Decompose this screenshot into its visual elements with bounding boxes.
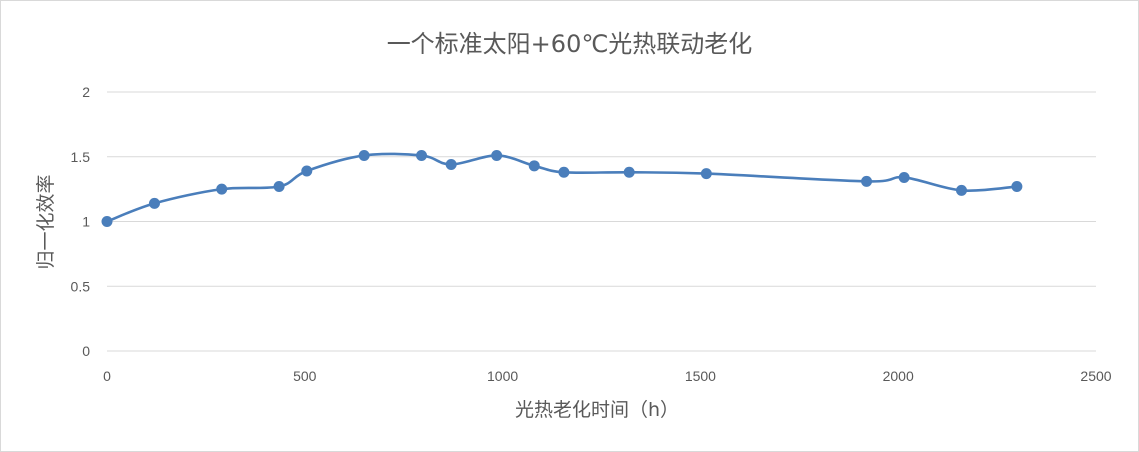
x-tick-label: 2500 — [1080, 368, 1111, 384]
data-point — [700, 168, 712, 180]
data-point — [955, 184, 967, 196]
data-point — [898, 171, 910, 183]
chart-title: 一个标准太阳+60℃光热联动老化 — [386, 30, 753, 58]
x-tick-labels: 0 500 1000 1500 2000 2500 — [103, 368, 1112, 384]
data-point — [148, 197, 160, 209]
y-axis-title: 归一化效率 — [35, 174, 57, 269]
y-tick-label: 1 — [82, 214, 90, 230]
data-point — [861, 175, 873, 187]
x-tick-label: 1500 — [685, 368, 716, 384]
data-point — [1011, 181, 1023, 193]
grid-lines — [107, 91, 1096, 352]
data-point — [623, 166, 635, 178]
y-tick-label: 0 — [82, 343, 90, 359]
x-tick-label: 500 — [293, 368, 317, 384]
y-tick-labels: 0 0.5 1 1.5 2 — [71, 84, 91, 359]
x-tick-label: 1000 — [487, 368, 518, 384]
data-point — [358, 149, 370, 161]
series-line — [106, 152, 1017, 223]
y-tick-label: 0.5 — [71, 278, 91, 294]
data-point — [101, 216, 113, 227]
data-point — [416, 149, 428, 161]
data-point — [445, 159, 457, 171]
data-point — [528, 160, 540, 172]
data-point — [491, 149, 503, 161]
x-axis-title: 光热老化时间（h） — [515, 399, 679, 421]
x-tick-label: 2000 — [883, 368, 914, 384]
x-tick-label: 0 — [103, 368, 111, 384]
data-point — [216, 183, 228, 195]
series-points — [101, 149, 1023, 227]
data-point — [273, 181, 285, 193]
y-tick-label: 2 — [82, 84, 90, 100]
data-point — [301, 165, 313, 177]
y-tick-label: 1.5 — [71, 149, 91, 165]
data-point — [558, 166, 570, 178]
